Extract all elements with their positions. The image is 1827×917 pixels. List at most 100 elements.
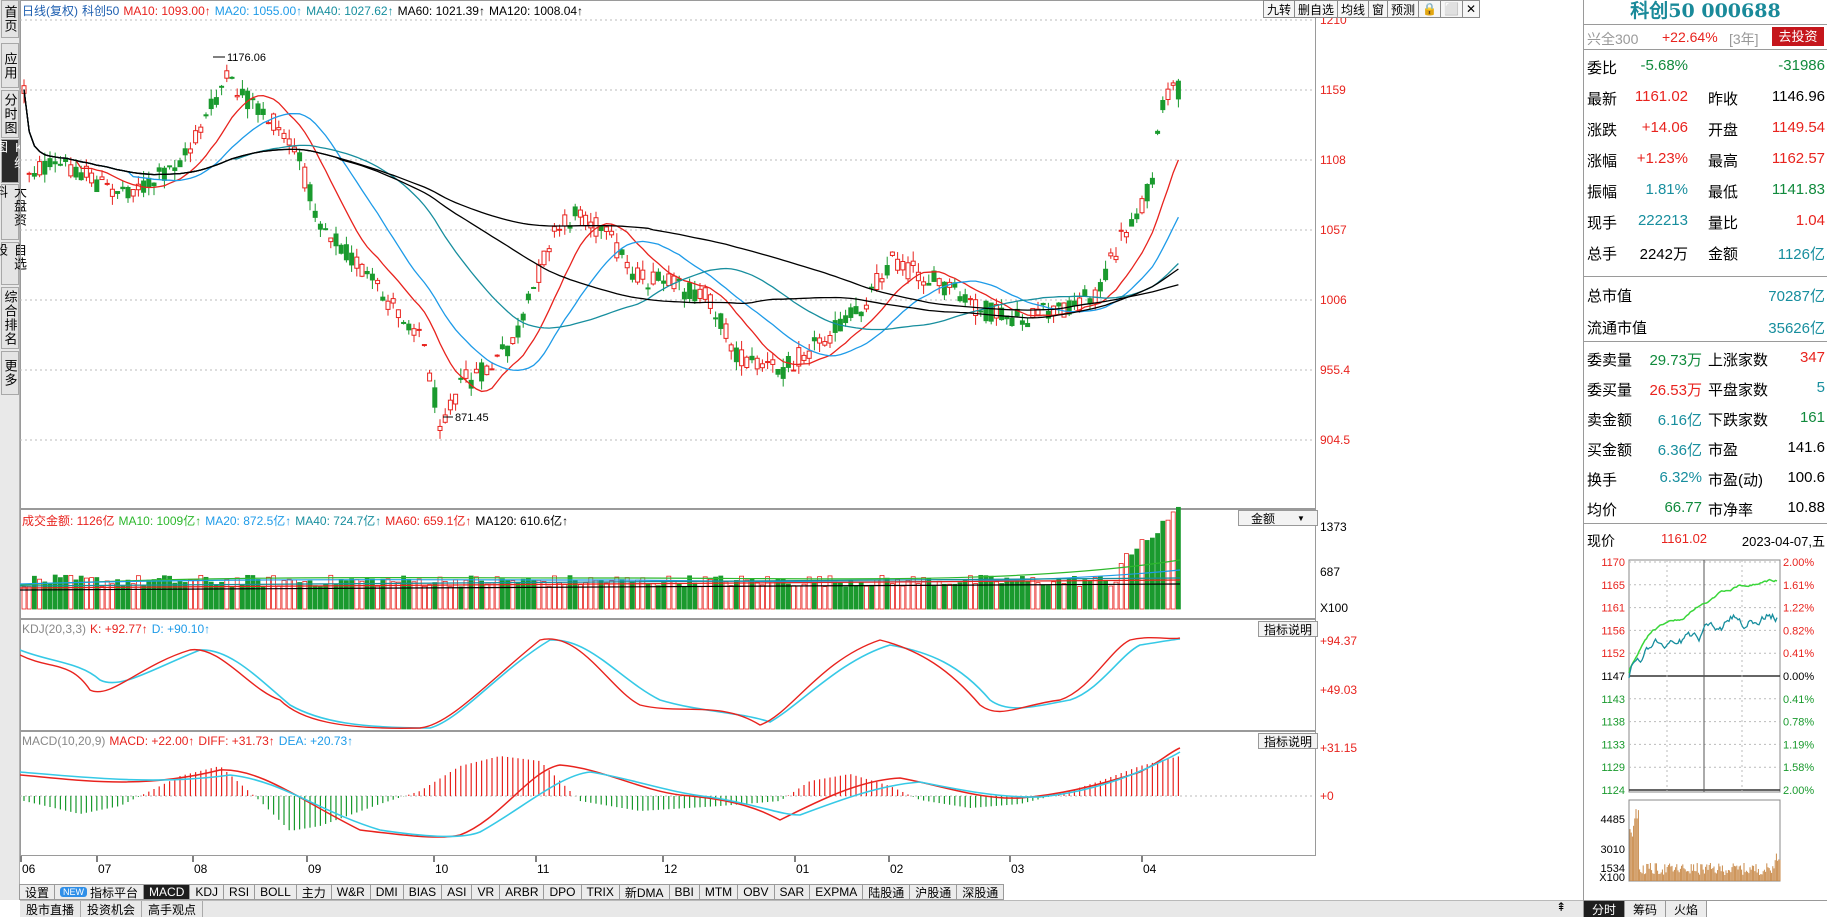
mini-right-tick: 2.00% [1783, 785, 1814, 797]
quote-key: 换手 [1587, 472, 1618, 489]
indicator-tab-16[interactable]: BBI [668, 884, 700, 900]
macd-diff-line [20, 747, 1181, 838]
indicator-tab-8[interactable]: DMI [369, 884, 404, 900]
volume-bar [198, 575, 204, 610]
left-nav-item-6[interactable]: 综合排名 [1, 287, 19, 349]
toolbar-button-5[interactable]: 🔒 [1418, 0, 1441, 18]
quote-key: 开盘 [1708, 122, 1739, 139]
volume-bar [1139, 539, 1145, 610]
intraday-mini-chart[interactable]: 1170 2.00% 1165 1.61% 1161 1.22% 1156 0.82% 1152… [1584, 548, 1827, 888]
status-item-2[interactable]: 高手观点 [142, 901, 204, 917]
toolbar-button-7[interactable]: ✕ [1461, 0, 1480, 18]
left-nav-item-7[interactable]: 更多 [1, 351, 19, 395]
candle-body [843, 315, 849, 324]
toolbar-button-4[interactable]: 预测 [1387, 0, 1420, 18]
indicator-tab-23[interactable]: 深股通 [956, 884, 1005, 900]
mini-right-tick: 0.00% [1783, 671, 1814, 683]
left-nav-item-1[interactable]: 应用 [1, 43, 19, 88]
kdj-help-button[interactable]: 指标说明 [1258, 621, 1318, 637]
indicator-tab-17[interactable]: MTM [698, 884, 739, 900]
indicator-tab-15[interactable]: 新DMA [618, 884, 670, 900]
indicator-tab-11[interactable]: VR [471, 884, 501, 900]
left-nav-item-4[interactable]: 大盘资料 [0, 184, 27, 240]
indicator-tab-6[interactable]: 主力 [295, 884, 332, 900]
legend-item: MA60: 659.1亿↑ [385, 514, 472, 528]
mini-right-tick: 1.58% [1783, 762, 1814, 774]
macd-bars-group [23, 756, 1180, 831]
volume-bar [458, 586, 464, 610]
price-tick-label: 1108 [1320, 153, 1346, 167]
candle-body [73, 166, 79, 178]
order-row: 均价 66.77 市净率 10.88 [1584, 494, 1827, 521]
toolbar-button-3[interactable]: 窗 [1368, 0, 1389, 18]
indicator-tab-10[interactable]: ASI [441, 884, 473, 900]
indicator-tab-12[interactable]: ARBR [499, 884, 545, 900]
indicator-tab-7[interactable]: W&R [330, 884, 371, 900]
candle-body [453, 393, 459, 405]
status-item-0[interactable]: 股市直播 [20, 901, 82, 917]
candle-body [286, 138, 292, 146]
price-tick-label: 1006 [1320, 293, 1347, 307]
quote-value: 1.04 [1795, 212, 1825, 229]
volume-bar [1124, 553, 1129, 610]
month-label: 06 [22, 862, 36, 876]
toolbar-button-6[interactable]: ⬜ [1439, 0, 1463, 18]
scroll-top-icon[interactable]: ⇞ [1556, 900, 1567, 914]
volume-bar [1144, 540, 1150, 610]
candle-body [390, 298, 396, 304]
toolbar-button-0[interactable]: 九转 [1262, 0, 1295, 18]
invest-button[interactable]: 去投资 [1772, 27, 1824, 46]
price-panel-frame [20, 0, 1316, 509]
indicator-tab-4[interactable]: RSI [223, 884, 256, 900]
mini-tab-1[interactable]: 筹码 [1625, 901, 1667, 917]
left-nav-item-3[interactable]: K线图 [0, 139, 27, 183]
volume-bar [858, 582, 864, 610]
indicator-tab-13[interactable]: DPO [543, 884, 582, 900]
tab-label: KDJ [195, 885, 219, 899]
indicator-tab-2[interactable]: MACD [143, 884, 191, 900]
volume-bar [952, 583, 958, 610]
toolbar-button-1[interactable]: 删自选 [1293, 0, 1338, 18]
candle-body [427, 372, 433, 382]
mini-tab-0[interactable]: 分时 [1584, 901, 1626, 917]
indicator-tab-14[interactable]: TRIX [580, 884, 620, 900]
left-nav-item-0[interactable]: 首页 [1, 0, 19, 38]
candle-body [354, 256, 360, 269]
status-item-1[interactable]: 投资机会 [81, 901, 143, 917]
candle-body [655, 271, 661, 281]
mini-date: 2023-04-07,五 [1741, 534, 1825, 549]
macd-help-button[interactable]: 指标说明 [1258, 733, 1318, 749]
indicator-tab-22[interactable]: 沪股通 [909, 884, 958, 900]
left-nav-item-2[interactable]: 分时图 [1, 90, 19, 138]
mini-tab-2[interactable]: 火焰 [1666, 901, 1708, 917]
volume-bar [120, 585, 126, 610]
candle-body [333, 233, 339, 247]
indicator-tab-19[interactable]: SAR [773, 884, 811, 900]
indicator-tab-1[interactable]: NEW 指标平台 [54, 884, 145, 900]
candle-body [1175, 80, 1181, 100]
indicator-tab-21[interactable]: 陆股通 [862, 884, 911, 900]
volume-bar [973, 583, 978, 610]
candle-body [1035, 308, 1041, 316]
indicator-tab-18[interactable]: OBV [737, 884, 775, 900]
indicator-tab-9[interactable]: BIAS [402, 884, 443, 900]
market-value-row: 总市值 70287亿 [1584, 280, 1827, 307]
toolbar-button-2[interactable]: 均线 [1336, 0, 1369, 18]
volume-bar [546, 585, 552, 610]
indicator-tab-20[interactable]: EXPMA [809, 884, 864, 900]
indicator-tab-5[interactable]: BOLL [254, 884, 297, 900]
volume-bar [890, 583, 895, 610]
left-nav-item-5[interactable]: 自选股 [0, 242, 27, 285]
volume-bar [442, 580, 448, 610]
chart-type-label[interactable]: 日线(复权) [22, 4, 78, 18]
kdj-axis-label: +49.03 [1320, 683, 1357, 697]
candle-body [146, 177, 152, 188]
indicator-tab-3[interactable]: KDJ [189, 884, 225, 900]
volume-selector[interactable]: 金额 ▼ [1238, 510, 1318, 526]
volume-bar [978, 574, 984, 610]
indicator-tab-0[interactable]: 设置 [19, 884, 56, 900]
candle-body [921, 281, 927, 286]
quote-value: 1141.83 [1771, 181, 1825, 198]
volume-bar [130, 583, 136, 610]
kline-chart[interactable]: 12101159110810571006955.4904.51176.06871… [20, 0, 1583, 883]
